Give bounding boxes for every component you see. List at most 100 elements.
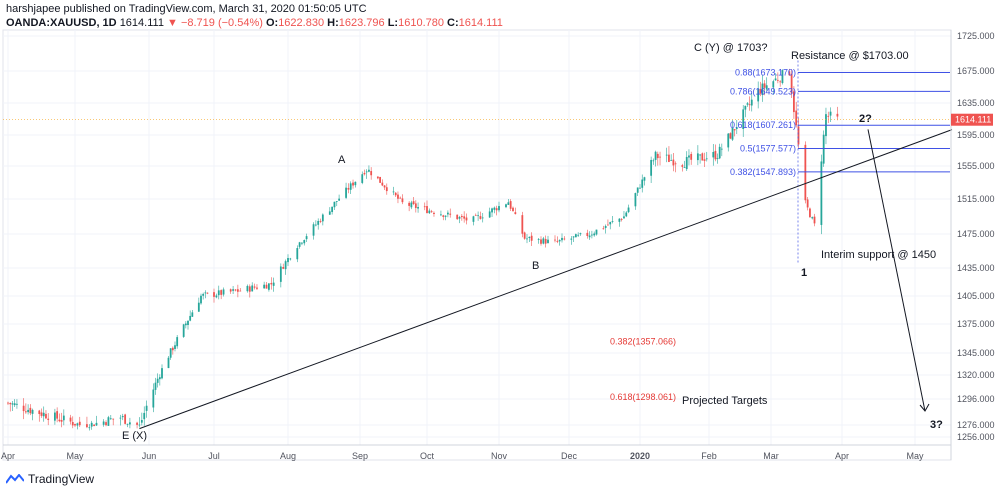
candle-body	[279, 266, 282, 282]
candle-body	[289, 258, 292, 260]
current-price-label: 1614.111	[955, 115, 991, 125]
candle-body	[314, 224, 317, 226]
candle-body	[795, 110, 798, 126]
candle-body	[774, 78, 777, 81]
candle-body	[156, 378, 159, 383]
candle-body	[465, 217, 468, 221]
price-tick-label: 1555.000	[957, 161, 995, 171]
time-tick-label: Oct	[420, 451, 435, 461]
candle-body	[140, 420, 143, 423]
candle-body	[331, 206, 334, 213]
candle-body	[383, 185, 386, 188]
candle-body	[505, 204, 507, 208]
candle-body	[303, 240, 306, 244]
candle-body	[558, 239, 561, 242]
candle-body	[652, 160, 655, 162]
time-tick-label: 2020	[630, 451, 650, 461]
candle-body	[202, 293, 205, 296]
candle-body	[479, 216, 482, 219]
candle-body	[474, 214, 477, 216]
time-tick-label: Sep	[352, 451, 368, 461]
candle-body	[363, 172, 366, 175]
candle-body	[731, 127, 734, 140]
candle-body	[790, 73, 793, 94]
candle-body	[182, 324, 185, 337]
candle-body	[319, 220, 322, 222]
candles	[7, 68, 839, 431]
candle-body	[744, 105, 747, 110]
price-tick-label: 1320.000	[957, 370, 995, 380]
candle-body	[460, 215, 463, 218]
candle-body	[408, 202, 411, 206]
candle-body	[121, 416, 124, 418]
candle-body	[345, 187, 347, 198]
candle-body	[512, 207, 514, 212]
candle-body	[609, 222, 612, 225]
candle-body	[793, 91, 795, 113]
candle-body	[394, 192, 397, 196]
projected-targets-label: Projected Targets	[682, 395, 768, 407]
candle-body	[298, 242, 301, 247]
candle-body	[234, 289, 237, 291]
candle-body	[674, 163, 677, 165]
candle-body	[352, 182, 354, 186]
candle-body	[495, 208, 498, 211]
candle-body	[333, 201, 336, 208]
interim-support-label: Interim support @ 1450	[821, 249, 936, 261]
candle-body	[746, 103, 749, 105]
candle-body	[119, 417, 122, 419]
candle-body	[656, 153, 659, 159]
candle-body	[643, 177, 646, 181]
low-value: 1610.780	[398, 17, 444, 29]
candle-body	[376, 176, 379, 179]
time-tick-label: May	[66, 451, 84, 461]
candle-body	[703, 159, 706, 161]
candle-body	[763, 83, 766, 88]
tradingview-footer[interactable]: TradingView	[6, 472, 94, 486]
current-price-tag	[951, 113, 993, 126]
price-tick-label: 1515.000	[957, 194, 995, 204]
price-tick-label: 1296.000	[957, 394, 995, 404]
candle-body	[705, 158, 708, 160]
candle-body	[414, 203, 417, 208]
candle-body	[29, 407, 32, 414]
candle-body	[7, 402, 9, 404]
candle-body	[417, 207, 419, 209]
publish-line: harshjapee published on TradingView.com,…	[6, 3, 367, 15]
candle-body	[24, 411, 27, 413]
candle-body	[365, 171, 368, 173]
candle-body	[670, 159, 673, 161]
low-label: L:	[387, 17, 399, 29]
candle-body	[107, 417, 110, 426]
candle-body	[296, 248, 299, 260]
candle-body	[246, 285, 249, 292]
candle-body	[90, 422, 93, 427]
candle-body	[13, 403, 16, 406]
close-label: C:	[447, 17, 459, 29]
candle-body	[729, 133, 732, 139]
candle-body	[253, 286, 256, 288]
candle-body	[42, 412, 45, 417]
candle-body	[222, 289, 225, 295]
fib-label: 0.618(1607.261)	[730, 120, 796, 130]
candle-body	[428, 210, 431, 214]
candle-body	[699, 154, 701, 156]
time-tick-label: Aug	[280, 451, 296, 461]
fib-levels: 0.88(1673.170) 0.786(1649.523) 0.618(1607.…	[610, 60, 950, 402]
candle-body	[574, 234, 577, 238]
price-axis[interactable]: 1256.000 1276.000 1296.000 1320.000 1345.000…	[950, 30, 995, 460]
candle-body	[38, 410, 41, 415]
candle-body	[361, 174, 364, 183]
price-tick-label: 1435.000	[957, 263, 995, 273]
candle-body	[537, 239, 540, 240]
candle-body	[58, 419, 61, 422]
time-axis[interactable]: Apr May Jun Jul Aug Sep Oct Nov Dec 2020 Feb Mar Apr…	[1, 444, 951, 461]
candle-body	[720, 148, 723, 150]
candle-body	[102, 421, 105, 425]
candle-body	[811, 217, 814, 219]
candle-body	[368, 169, 370, 172]
candle-body	[727, 133, 730, 148]
candle-body	[40, 412, 43, 416]
price-tick-label: 1276.000	[957, 420, 995, 430]
